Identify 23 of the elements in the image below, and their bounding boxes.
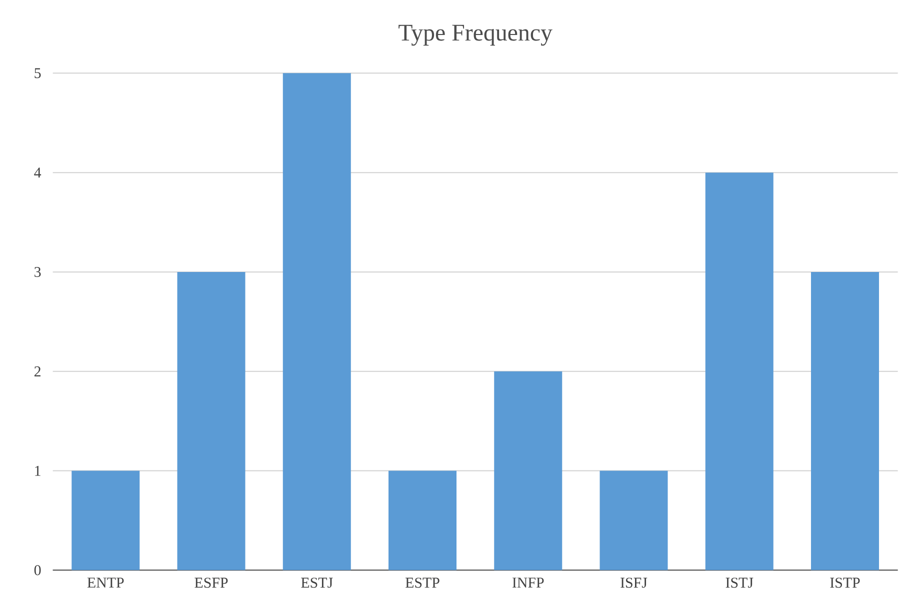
y-tick-label: 0 bbox=[34, 565, 41, 576]
x-tick-label: INFP bbox=[512, 578, 544, 588]
bar bbox=[72, 470, 140, 570]
y-tick-label: 2 bbox=[34, 366, 40, 376]
bar bbox=[282, 73, 351, 570]
y-tick-label: 3 bbox=[34, 266, 41, 277]
x-tick-label: ISTP bbox=[830, 578, 860, 588]
bar bbox=[494, 371, 562, 570]
bar bbox=[177, 272, 246, 570]
bar bbox=[388, 470, 457, 570]
x-tick-label: ESTP bbox=[406, 578, 440, 588]
bar bbox=[600, 470, 668, 570]
y-tick-label: 1 bbox=[35, 466, 40, 476]
x-tick-label: ISFJ bbox=[620, 578, 648, 588]
bar bbox=[705, 172, 774, 570]
x-tick-label: ISTJ bbox=[726, 578, 754, 588]
y-tick-label: 5 bbox=[34, 68, 41, 78]
chart-title: Type Frequency bbox=[398, 24, 552, 46]
y-tick-label: 4 bbox=[34, 168, 42, 178]
bar bbox=[811, 272, 879, 570]
x-tick-label: ENTP bbox=[87, 578, 124, 588]
x-tick-label: ESTJ bbox=[301, 578, 333, 588]
x-tick-label: ESFP bbox=[194, 578, 228, 588]
